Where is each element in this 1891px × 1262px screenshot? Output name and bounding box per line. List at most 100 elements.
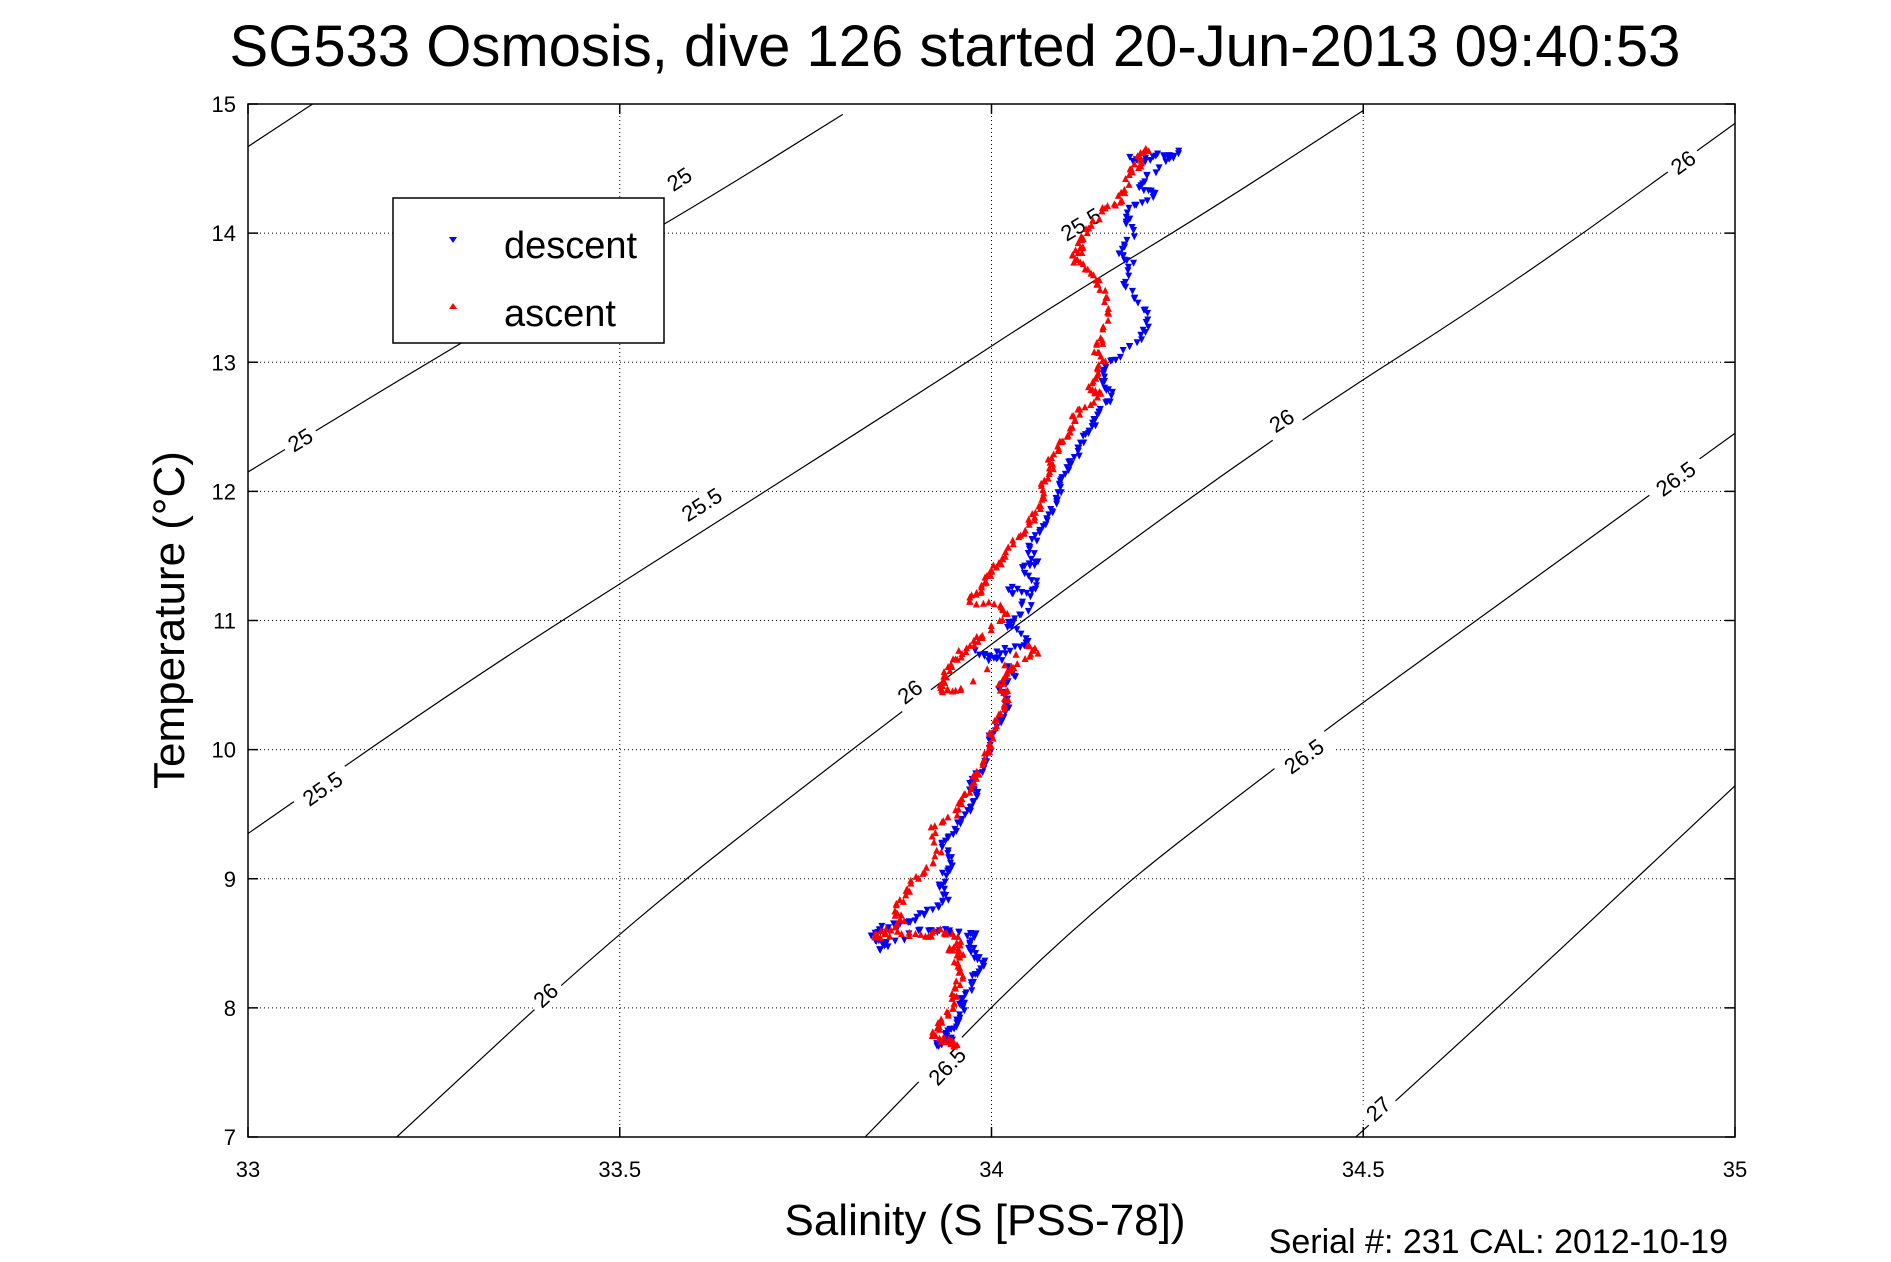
point-ascent <box>881 930 889 938</box>
point-descent <box>1137 331 1145 339</box>
point-descent <box>956 1000 964 1008</box>
point-ascent <box>930 838 938 846</box>
point-descent <box>1045 511 1053 519</box>
point-descent <box>1013 585 1021 593</box>
point-descent <box>1152 169 1160 177</box>
contour-line-25 <box>248 104 314 148</box>
point-descent <box>1142 318 1150 326</box>
point-descent <box>1099 379 1107 387</box>
point-descent <box>884 943 892 951</box>
point-ascent <box>1099 339 1107 347</box>
point-descent <box>1025 572 1033 580</box>
point-descent <box>1102 399 1110 407</box>
y-tick-label: 14 <box>212 221 236 246</box>
point-descent <box>966 779 974 787</box>
point-ascent <box>1009 540 1017 548</box>
point-descent <box>1026 593 1034 601</box>
point-descent <box>997 719 1005 727</box>
point-ascent <box>896 896 904 904</box>
point-descent <box>1125 272 1133 280</box>
point-ascent <box>899 897 907 905</box>
point-descent <box>1027 602 1035 610</box>
y-tick-label: 12 <box>212 479 236 504</box>
point-ascent <box>948 994 956 1002</box>
point-ascent <box>933 846 941 854</box>
contour-line-25-5 <box>248 109 1364 835</box>
point-ascent <box>1103 293 1111 301</box>
point-descent <box>1126 153 1134 161</box>
point-ascent <box>1122 174 1130 182</box>
contour-label-bg <box>915 1034 978 1098</box>
point-descent <box>1115 250 1123 258</box>
point-ascent <box>930 926 938 934</box>
point-ascent <box>1076 410 1084 418</box>
contour-label-bg <box>887 670 932 713</box>
point-descent <box>1024 607 1032 615</box>
point-descent <box>929 906 937 914</box>
point-ascent <box>999 675 1007 683</box>
point-ascent <box>1125 171 1133 179</box>
point-descent <box>1095 409 1103 417</box>
point-ascent <box>1012 650 1020 658</box>
point-ascent <box>1104 316 1112 324</box>
point-ascent <box>995 680 1003 688</box>
point-descent <box>1140 187 1148 195</box>
point-descent <box>1138 336 1146 344</box>
axis-ticks: 33 33.5 34 34.5 35 7 8 9 10 11 12 13 14 15 <box>212 92 1748 1182</box>
point-ascent <box>1015 533 1023 541</box>
point-ascent <box>902 891 910 899</box>
contour-label-bg <box>1660 141 1706 184</box>
point-ascent <box>988 567 996 575</box>
point-descent <box>1036 528 1044 536</box>
point-ascent <box>1036 505 1044 513</box>
point-descent <box>1102 387 1110 395</box>
point-ascent <box>999 679 1007 687</box>
point-descent <box>1123 209 1131 217</box>
point-ascent <box>948 946 956 954</box>
point-ascent <box>896 915 904 923</box>
point-descent <box>956 820 964 828</box>
point-descent <box>1123 236 1131 244</box>
point-ascent <box>1031 516 1039 524</box>
point-ascent <box>948 1039 956 1047</box>
point-descent <box>968 972 976 980</box>
point-ascent <box>1084 265 1092 273</box>
point-ascent <box>1098 207 1106 215</box>
point-ascent <box>1041 477 1049 485</box>
point-descent <box>972 949 980 957</box>
point-ascent <box>957 684 965 692</box>
point-ascent <box>1034 649 1042 657</box>
legend-marker-descent <box>449 237 457 243</box>
point-descent <box>1143 197 1151 205</box>
point-ascent <box>917 930 925 938</box>
point-ascent <box>942 928 950 936</box>
legend-label-ascent: ascent <box>504 293 616 335</box>
point-ascent <box>1095 215 1103 223</box>
point-ascent <box>1025 520 1033 528</box>
point-ascent <box>929 859 937 867</box>
point-ascent <box>927 823 935 831</box>
x-tick-label: 34 <box>979 1157 1003 1182</box>
point-descent <box>1013 626 1021 634</box>
point-descent <box>1027 555 1035 563</box>
point-descent <box>973 971 981 979</box>
point-descent <box>946 929 954 937</box>
point-descent <box>1107 392 1115 400</box>
y-axis-label: Temperature (°C) <box>145 451 194 789</box>
point-descent <box>1006 647 1014 655</box>
point-ascent <box>949 655 957 663</box>
point-descent <box>939 869 947 877</box>
point-descent <box>1088 423 1096 431</box>
data-points <box>867 144 1183 1050</box>
point-descent <box>1134 299 1142 307</box>
point-ascent <box>928 832 936 840</box>
point-descent <box>938 843 946 851</box>
point-ascent <box>931 852 939 860</box>
point-ascent <box>968 781 976 789</box>
point-ascent <box>877 927 885 935</box>
point-descent <box>1018 588 1026 596</box>
point-ascent <box>1128 168 1136 176</box>
point-descent <box>1133 339 1141 347</box>
point-ascent <box>1087 401 1095 409</box>
